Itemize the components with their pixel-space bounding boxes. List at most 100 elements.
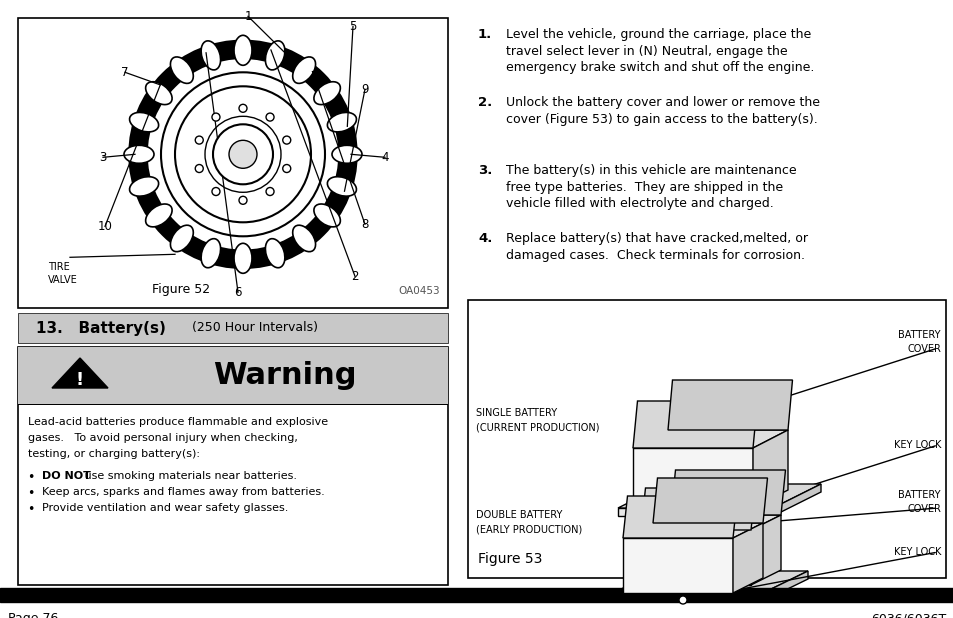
Ellipse shape	[201, 239, 220, 268]
Polygon shape	[633, 430, 787, 448]
Polygon shape	[667, 380, 792, 430]
Text: Figure 52: Figure 52	[152, 283, 211, 296]
Polygon shape	[750, 515, 781, 585]
Text: Replace battery(s) that have cracked,melted, or: Replace battery(s) that have cracked,mel…	[505, 232, 807, 245]
Ellipse shape	[124, 145, 153, 163]
Bar	[18, 404, 448, 405]
Text: Warning: Warning	[213, 362, 356, 391]
Ellipse shape	[327, 177, 356, 196]
Circle shape	[239, 197, 247, 205]
Text: 4: 4	[381, 151, 388, 164]
Text: 10: 10	[97, 220, 112, 233]
Text: 7: 7	[121, 66, 129, 79]
Polygon shape	[762, 571, 807, 601]
Polygon shape	[613, 593, 762, 601]
Text: travel select lever in (N) Neutral, engage the: travel select lever in (N) Neutral, enga…	[505, 44, 787, 57]
Text: DOUBLE BATTERY
(EARLY PRODUCTION): DOUBLE BATTERY (EARLY PRODUCTION)	[476, 510, 581, 534]
Bar	[18, 347, 448, 585]
Text: 2.: 2.	[477, 96, 492, 109]
Ellipse shape	[233, 243, 252, 273]
Text: !: !	[76, 371, 84, 389]
Text: 1.: 1.	[477, 28, 492, 41]
Circle shape	[683, 519, 691, 527]
Bar	[18, 313, 448, 343]
Text: Provide ventilation and wear safety glasses.: Provide ventilation and wear safety glas…	[42, 503, 288, 513]
Text: emergency brake switch and shut off the engine.: emergency brake switch and shut off the …	[505, 61, 814, 74]
Circle shape	[195, 136, 203, 144]
Polygon shape	[652, 478, 767, 523]
Text: BATTERY
COVER: BATTERY COVER	[898, 490, 940, 514]
Text: 13.   Battery(s): 13. Battery(s)	[36, 321, 166, 336]
Polygon shape	[618, 484, 821, 508]
Circle shape	[679, 596, 686, 604]
Text: The battery(s) in this vehicle are maintenance: The battery(s) in this vehicle are maint…	[505, 164, 796, 177]
Text: TIRE
VALVE: TIRE VALVE	[48, 262, 77, 285]
Bar	[18, 347, 448, 405]
Ellipse shape	[171, 57, 193, 83]
Circle shape	[239, 104, 247, 112]
Polygon shape	[52, 358, 108, 388]
Ellipse shape	[130, 177, 158, 196]
Text: damaged cases.  Check terminals for corrosion.: damaged cases. Check terminals for corro…	[505, 248, 804, 261]
Circle shape	[229, 140, 256, 168]
Circle shape	[213, 124, 273, 184]
Polygon shape	[640, 515, 781, 530]
Ellipse shape	[314, 204, 340, 227]
Circle shape	[282, 136, 291, 144]
Text: 1: 1	[244, 10, 252, 23]
Polygon shape	[622, 538, 732, 593]
Ellipse shape	[201, 41, 220, 70]
Text: KEY LOCK: KEY LOCK	[893, 440, 940, 450]
Ellipse shape	[146, 204, 172, 227]
Ellipse shape	[146, 82, 172, 104]
Text: OH1520: OH1520	[724, 548, 764, 558]
Ellipse shape	[265, 239, 285, 268]
Ellipse shape	[327, 112, 356, 132]
Bar	[18, 18, 448, 308]
Bar	[468, 300, 945, 578]
Circle shape	[266, 187, 274, 195]
Polygon shape	[622, 523, 762, 538]
Text: use smoking materials near batteries.: use smoking materials near batteries.	[81, 471, 296, 481]
Text: 8: 8	[361, 218, 368, 231]
Text: 9: 9	[361, 83, 369, 96]
Text: KEY LOCK: KEY LOCK	[893, 547, 940, 557]
Ellipse shape	[171, 225, 193, 252]
Polygon shape	[670, 470, 784, 515]
Polygon shape	[732, 523, 762, 593]
Ellipse shape	[293, 225, 315, 252]
Text: BATTERY
COVER: BATTERY COVER	[898, 330, 940, 354]
Text: Lead-acid batteries produce flammable and explosive: Lead-acid batteries produce flammable an…	[28, 417, 328, 427]
Text: cover (Figure 53) to gain access to the battery(s).: cover (Figure 53) to gain access to the …	[505, 112, 817, 125]
Polygon shape	[622, 496, 737, 538]
Polygon shape	[640, 488, 755, 530]
Polygon shape	[613, 571, 807, 593]
Circle shape	[212, 187, 220, 195]
Ellipse shape	[130, 112, 158, 132]
Text: Figure 53: Figure 53	[477, 552, 542, 566]
Text: 5: 5	[349, 20, 356, 33]
Polygon shape	[618, 508, 772, 516]
Polygon shape	[752, 430, 787, 508]
Text: free type batteries.  They are shipped in the: free type batteries. They are shipped in…	[505, 180, 782, 193]
Text: 4.: 4.	[477, 232, 492, 245]
Text: gases.   To avoid personal injury when checking,: gases. To avoid personal injury when che…	[28, 433, 297, 443]
Text: DO NOT: DO NOT	[42, 471, 91, 481]
Polygon shape	[633, 448, 752, 508]
Polygon shape	[633, 401, 757, 448]
Polygon shape	[772, 484, 821, 516]
Bar	[0, 588, 953, 590]
Text: Page 76: Page 76	[8, 612, 58, 618]
Ellipse shape	[314, 82, 340, 104]
Circle shape	[195, 164, 203, 172]
Text: OA0453: OA0453	[398, 286, 439, 296]
Ellipse shape	[265, 41, 285, 70]
Text: Unlock the battery cover and lower or remove the: Unlock the battery cover and lower or re…	[505, 96, 820, 109]
Text: •: •	[28, 487, 39, 500]
Text: •: •	[28, 503, 39, 516]
Text: SINGLE BATTERY
(CURRENT PRODUCTION): SINGLE BATTERY (CURRENT PRODUCTION)	[476, 408, 598, 432]
Text: 6036/6036T: 6036/6036T	[870, 612, 945, 618]
Text: 3: 3	[99, 151, 107, 164]
Text: vehicle filled with electrolyte and charged.: vehicle filled with electrolyte and char…	[505, 197, 773, 210]
Polygon shape	[640, 530, 750, 585]
